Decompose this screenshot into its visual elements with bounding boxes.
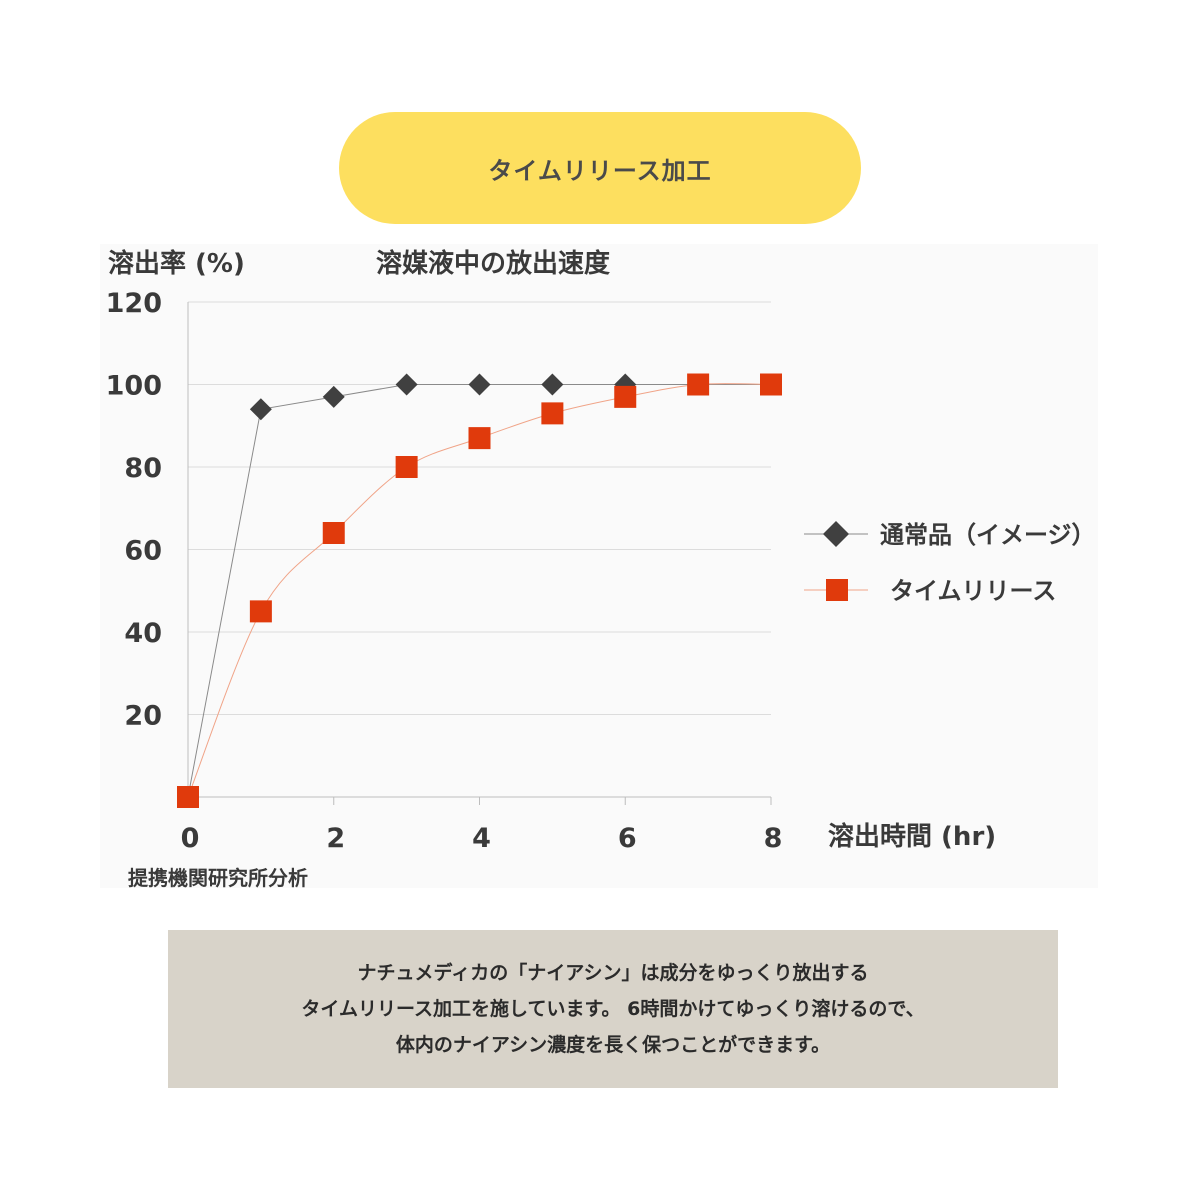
description-line-1: ナチュメディカの「ナイアシン」は成分をゆっくり放出する: [357, 962, 869, 984]
y-tick-label: 20: [124, 701, 162, 732]
y-tick-label: 60: [124, 536, 162, 567]
y-tick-label: 80: [124, 453, 162, 484]
data-point-square: [322, 522, 345, 544]
description-line-3: 体内のナイアシン濃度を長く保つことができます。: [395, 1034, 831, 1056]
legend-label: タイムリリース: [890, 577, 1056, 605]
x-tick-label: 8: [764, 823, 783, 854]
y-tick-label: 120: [106, 288, 162, 319]
source-note: 提携機関研究所分析: [128, 866, 308, 890]
data-point-diamond: [322, 385, 345, 408]
data-point-square: [395, 456, 418, 478]
data-point-diamond: [541, 373, 564, 396]
x-axis-label: 溶出時間 (hr): [828, 821, 996, 852]
data-point-square: [760, 373, 782, 396]
x-tick-label: 6: [618, 823, 637, 854]
data-point-diamond: [395, 373, 418, 396]
x-tick-label: 0: [181, 823, 200, 854]
y-axis-label: 溶出率 (%): [108, 248, 245, 279]
data-point-square: [468, 427, 491, 450]
data-point-diamond: [468, 373, 491, 396]
chart-title: 溶媒液中の放出速度: [376, 248, 610, 279]
x-tick-label: 4: [472, 823, 491, 854]
data-point-square: [541, 402, 564, 425]
description-line-2: タイムリリース加工を施しています。 6時間かけてゆっくり溶けるので、: [301, 998, 925, 1020]
description-box: ナチュメディカの「ナイアシン」は成分をゆっくり放出する タイムリリース加工を施し…: [168, 930, 1058, 1088]
time-release-badge: タイムリリース加工: [339, 112, 861, 224]
chart-background: [100, 244, 1098, 888]
legend-marker-diamond: [823, 521, 849, 547]
data-point-diamond: [249, 398, 272, 421]
badge-label: タイムリリース加工: [488, 156, 712, 185]
data-point-square: [687, 373, 710, 396]
data-point-square: [614, 385, 637, 408]
x-tick-label: 2: [326, 823, 345, 854]
data-point-square: [177, 786, 199, 808]
y-tick-label: 100: [106, 371, 162, 402]
data-point-square: [249, 600, 272, 623]
legend-marker-square: [826, 579, 848, 601]
legend-label: 通常品（イメージ）: [880, 521, 1096, 549]
y-tick-label: 40: [124, 618, 162, 649]
